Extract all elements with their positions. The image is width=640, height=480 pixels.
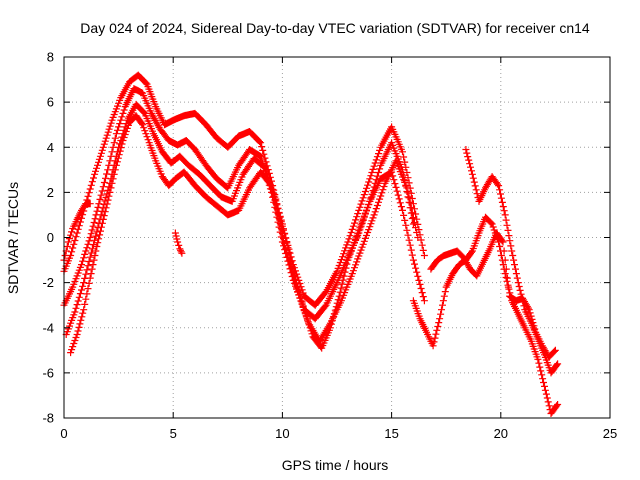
point-markers (462, 146, 562, 377)
y-tick-label: -4 (42, 320, 54, 335)
y-tick-label: 4 (47, 140, 54, 155)
point-markers (67, 112, 428, 357)
series-track-6 (171, 229, 186, 257)
x-tick-label: 10 (275, 426, 289, 441)
x-axis-label: GPS time / hours (282, 457, 389, 473)
point-markers (427, 229, 559, 361)
y-tick-label: -6 (42, 365, 54, 380)
series-track-4 (67, 112, 428, 357)
series-track-7 (409, 213, 562, 417)
point-markers (171, 229, 186, 257)
y-tick-label: -2 (42, 275, 54, 290)
y-tick-label: -8 (42, 411, 54, 426)
y-tick-label: 8 (47, 50, 54, 65)
y-tick-label: 2 (47, 185, 54, 200)
chart-title: Day 024 of 2024, Sidereal Day-to-day VTE… (80, 20, 590, 36)
series-track-8 (462, 146, 562, 377)
series-track-9 (427, 229, 559, 361)
axis-ticks: 0 5 10 15 20 25 -8 -6 -4 -2 0 2 4 6 8 (42, 50, 617, 442)
point-markers (409, 213, 562, 417)
y-tick-label: 0 (47, 230, 54, 245)
x-tick-label: 5 (170, 426, 177, 441)
x-tick-label: 20 (494, 426, 508, 441)
x-tick-label: 15 (384, 426, 398, 441)
x-tick-label: 25 (603, 426, 617, 441)
data-points (60, 71, 562, 417)
x-tick-label: 0 (60, 426, 67, 441)
y-axis-label: SDTVAR / TECUs (5, 182, 21, 294)
y-tick-label: 6 (47, 95, 54, 110)
